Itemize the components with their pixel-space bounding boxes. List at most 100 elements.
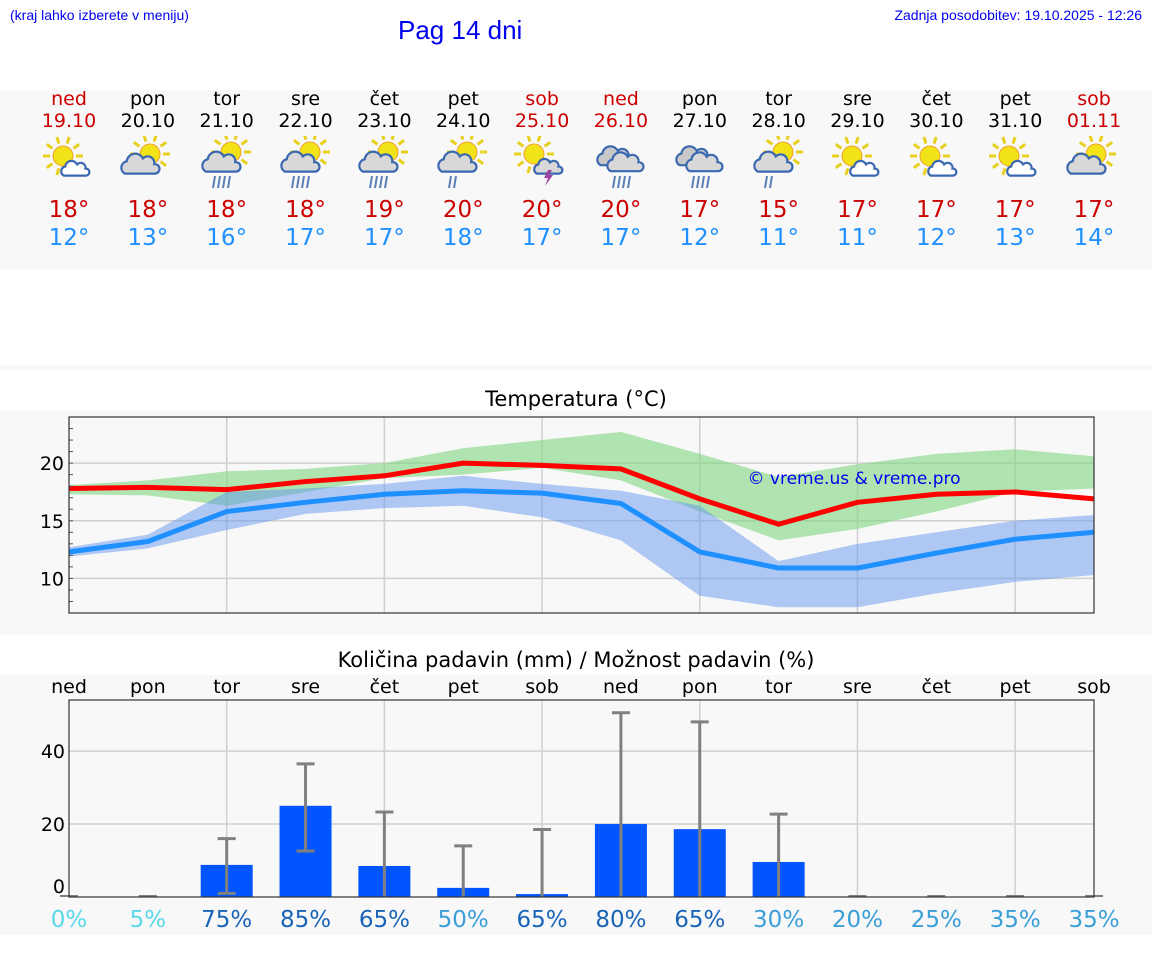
watermark: © vreme.us & vreme.pro: [747, 469, 960, 489]
min-range-band: [69, 475, 1094, 608]
temp-min: 13°: [127, 225, 169, 251]
cloud-icon: [437, 150, 478, 173]
weather-icon: [596, 145, 645, 189]
day-date: 29.10: [830, 110, 885, 132]
day-name: sob: [1077, 88, 1111, 110]
temp-min: 16°: [206, 225, 248, 251]
day-date: 23.10: [357, 110, 412, 132]
x-day-label: sre: [843, 676, 872, 698]
x-day-label: sob: [1077, 676, 1111, 698]
day-name: pet: [999, 88, 1031, 110]
temp-min: 17°: [521, 225, 563, 251]
temp-max: 17°: [837, 197, 878, 223]
x-day-label: sob: [525, 676, 559, 698]
day-date: 20.10: [120, 110, 176, 132]
x-day-label: pon: [130, 676, 166, 698]
x-day-label: pon: [682, 676, 718, 698]
lightning-icon: [544, 170, 554, 186]
day-date: 31.10: [987, 110, 1043, 132]
weather-icon: [358, 136, 409, 189]
cloud-icon: [201, 150, 242, 173]
day-column: sob 25.10 20° 17°: [503, 88, 581, 252]
day-name: čet: [921, 88, 952, 110]
day-column: sre 22.10 18° 17°: [267, 88, 345, 252]
cloud-icon: [927, 159, 958, 177]
cloud-icon: [533, 157, 564, 175]
temp-min: 11°: [758, 225, 800, 251]
temp-min: 17°: [364, 225, 405, 251]
cloud-icon: [279, 150, 321, 173]
day-name: tor: [213, 88, 241, 110]
precip-probability: 75%: [201, 907, 252, 933]
weather-icon: [675, 145, 724, 189]
weather-icon: [279, 136, 330, 189]
y-tick-label: 10: [40, 568, 64, 590]
plot-frame: [68, 699, 1095, 898]
y-tick-label: 0: [53, 876, 65, 898]
x-day-label: sre: [291, 676, 320, 698]
day-name: ned: [51, 88, 87, 110]
day-name: sob: [525, 88, 559, 110]
day-column: sob 01.11 17° 14°: [1055, 88, 1133, 252]
precip-probability: 65%: [517, 907, 568, 933]
weather-icon: [752, 136, 803, 189]
y-tick-label: 15: [40, 511, 64, 533]
weather-icon: [831, 136, 879, 177]
day-column: tor 21.10 18° 16°: [188, 88, 266, 252]
temp-max: 17°: [1073, 197, 1115, 223]
precip-probability: 35%: [990, 907, 1041, 933]
temp-min: 17°: [600, 225, 642, 251]
day-name: sre: [291, 88, 321, 110]
weather-icon: [43, 136, 91, 177]
day-name: tor: [765, 88, 793, 110]
day-column: tor 28.10 15° 11°: [740, 88, 818, 252]
precip-probability: 85%: [280, 907, 331, 933]
temp-max: 19°: [364, 197, 405, 223]
x-day-label: čet: [370, 676, 400, 698]
location-hint[interactable]: (kraj lahko izberete v meniju): [10, 7, 189, 23]
temp-min: 12°: [915, 225, 957, 251]
day-date: 24.10: [436, 110, 491, 132]
day-date: 22.10: [278, 110, 333, 132]
temp-max: 20°: [521, 197, 563, 223]
x-day-label: ned: [603, 676, 639, 698]
rain-icon: [448, 175, 458, 189]
temp-max: 17°: [915, 197, 957, 223]
day-date: 30.10: [909, 110, 964, 132]
temp-max: 15°: [758, 197, 800, 223]
day-column: ned 19.10 18° 12°: [30, 88, 108, 252]
rain-icon: [369, 175, 389, 189]
cloud-icon: [358, 150, 399, 173]
temperature-chart: 10 15 20 © vreme.us & vreme.pro: [40, 416, 1095, 614]
y-tick-label: 20: [41, 814, 65, 836]
x-day-label: pet: [1000, 676, 1031, 698]
plot-area: [69, 700, 1094, 897]
weather-icon: [120, 136, 170, 175]
weather-icon: [989, 136, 1037, 177]
cloud-icon: [1006, 159, 1037, 177]
x-day-label: ned: [51, 676, 87, 698]
precip-probability: 65%: [674, 907, 725, 933]
daily-forecast-strip: [0, 90, 1152, 270]
cloud-icon: [606, 151, 645, 173]
day-date: 19.10: [41, 110, 97, 132]
day-column: ned 26.10 20° 17°: [582, 88, 660, 252]
temp-max: 18°: [48, 197, 90, 223]
x-day-label: čet: [922, 676, 952, 698]
day-date: 26.10: [593, 110, 649, 132]
rain-icon: [611, 175, 631, 189]
y-tick-label: 20: [40, 453, 64, 475]
x-day-label: tor: [765, 676, 792, 698]
day-date: 25.10: [514, 110, 570, 132]
temperature-chart-title: Temperatura (°C): [485, 387, 667, 411]
temp-max: 18°: [206, 197, 248, 223]
day-column: pet 24.10 20° 18°: [424, 88, 502, 252]
day-name: pon: [129, 88, 166, 110]
temp-max: 17°: [994, 197, 1036, 223]
day-date: 27.10: [672, 110, 727, 132]
cloud-icon: [685, 151, 724, 173]
precip-probability: 0%: [51, 907, 88, 933]
y-tick-label: 40: [41, 741, 65, 763]
precipitation-chart-title: Količina padavin (mm) / Možnost padavin …: [337, 648, 815, 672]
